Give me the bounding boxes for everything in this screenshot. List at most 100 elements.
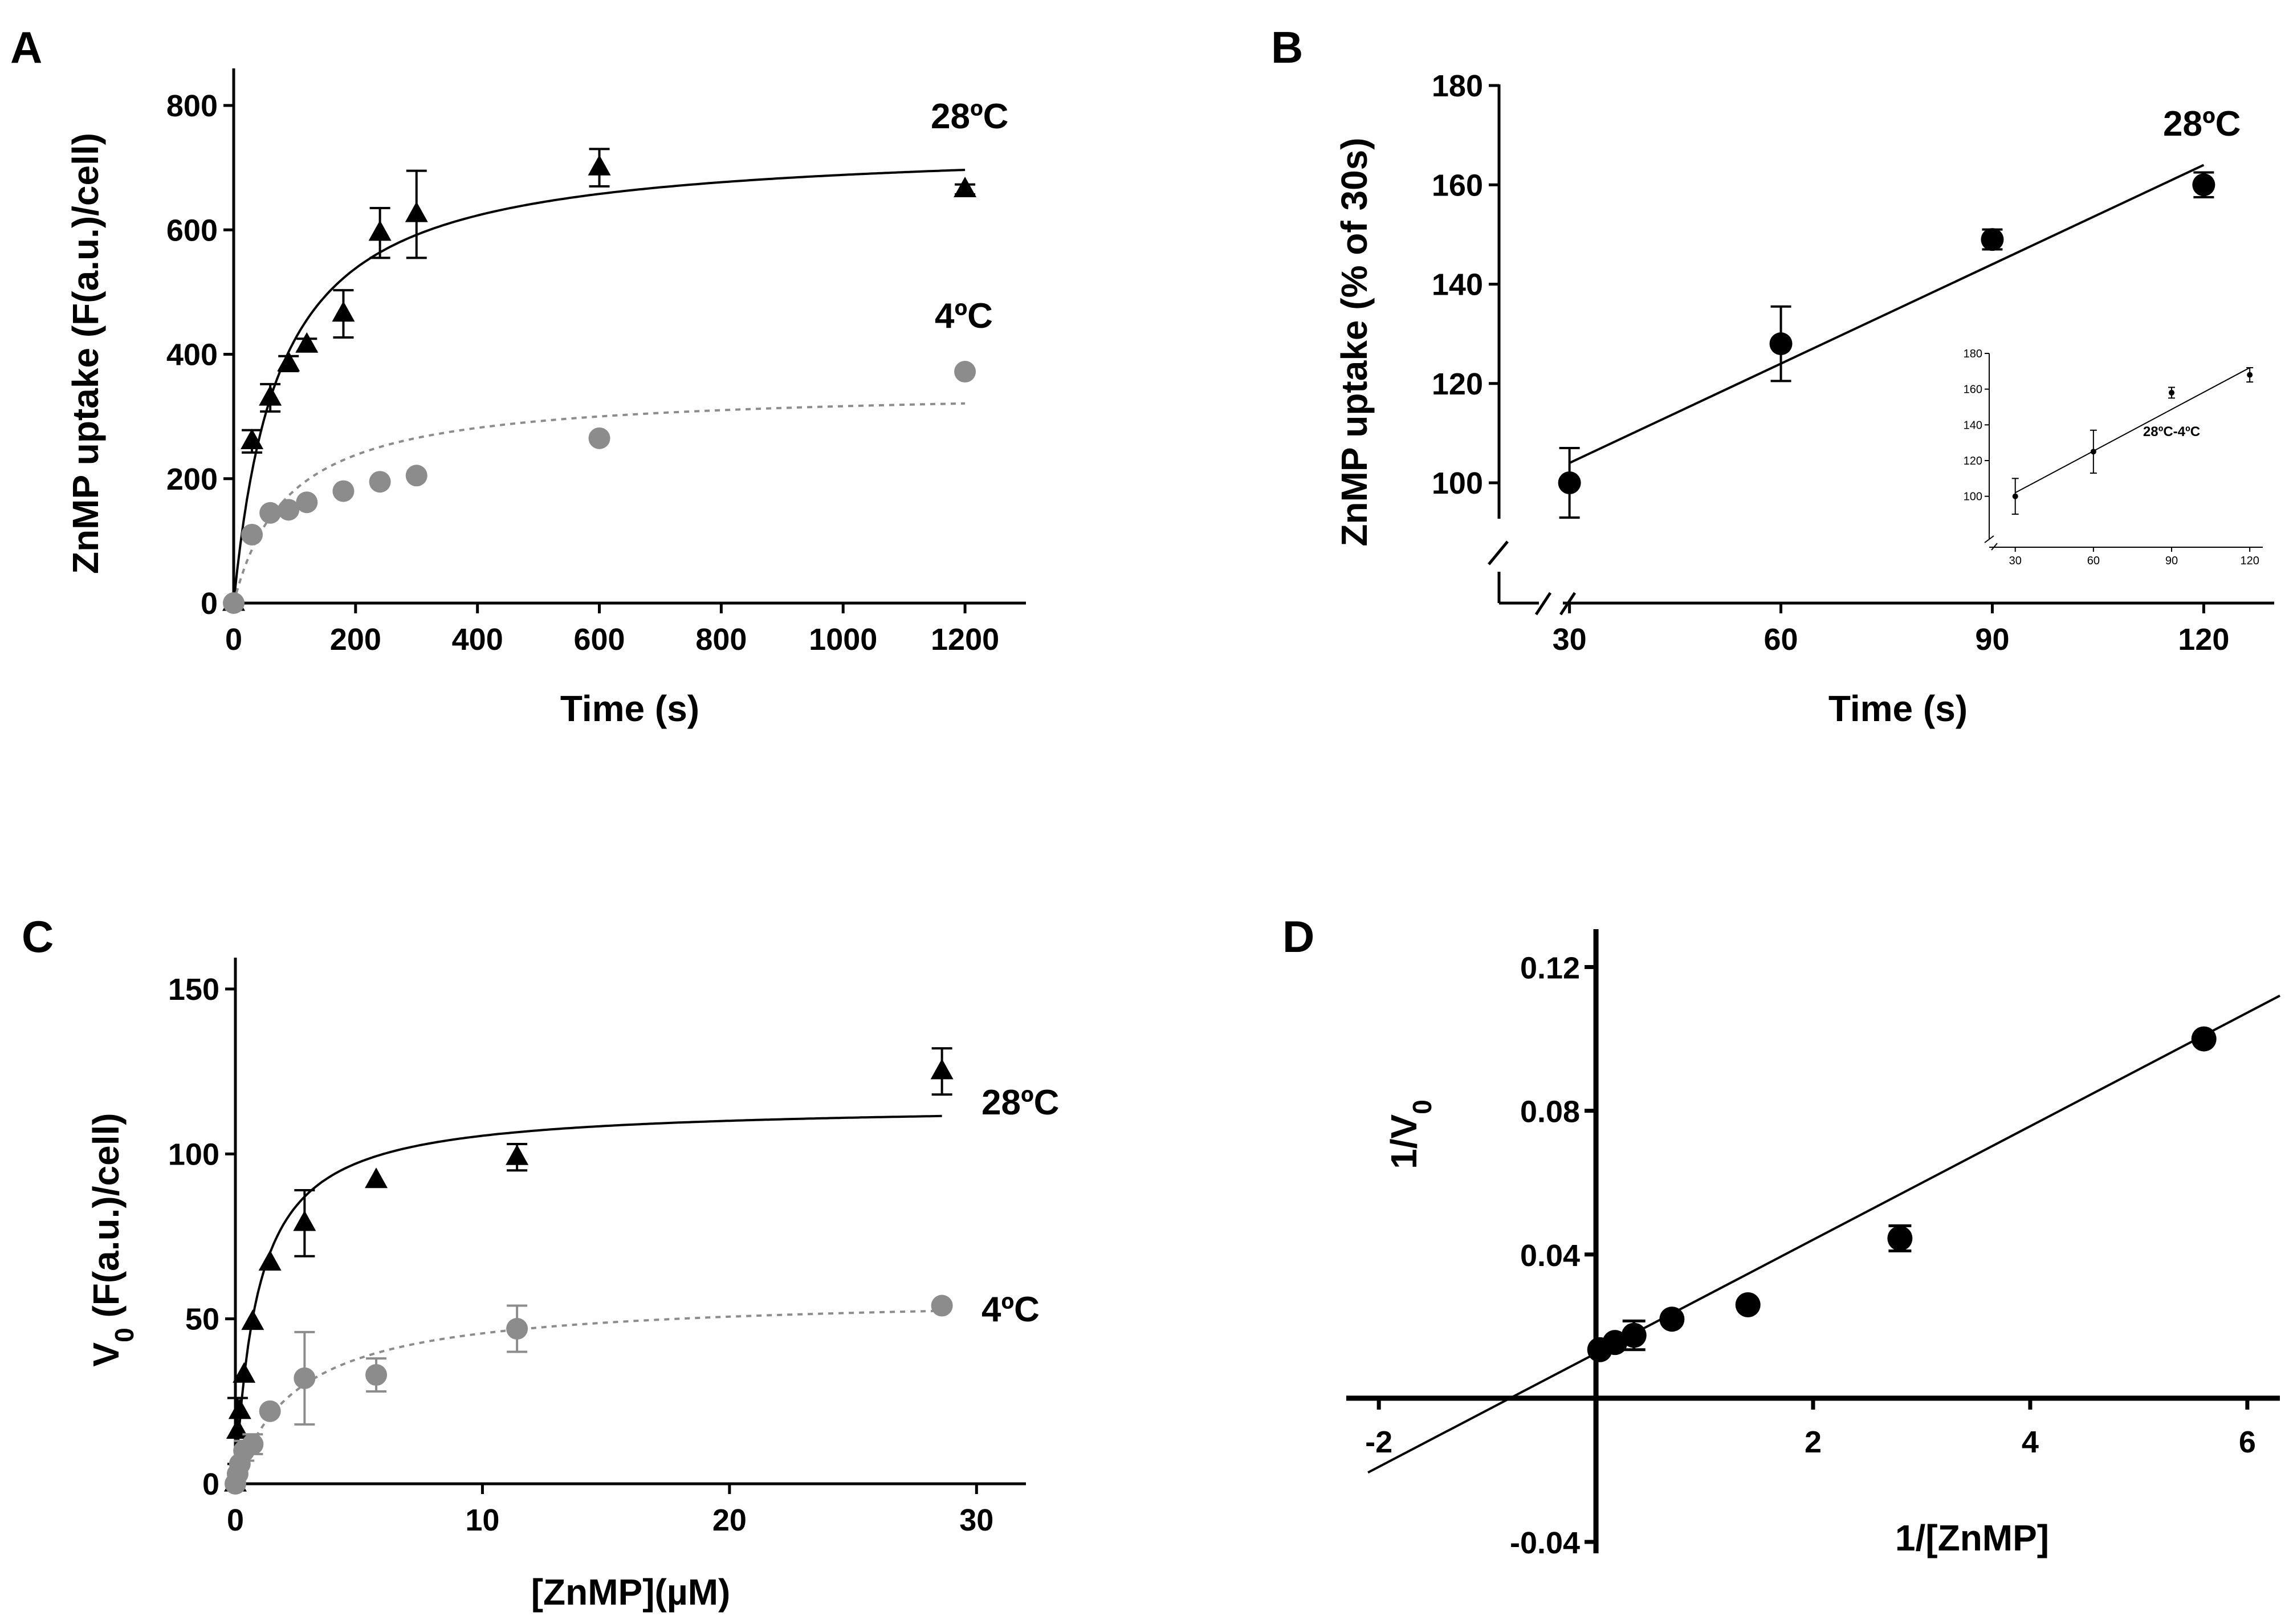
- a-s0-point-4: [295, 332, 319, 353]
- a-x-tick-label-0: 0: [225, 622, 242, 657]
- panel-letter-c: C: [22, 911, 54, 962]
- b-label-28c: 28ºC: [2163, 104, 2241, 144]
- a-s1-point-2: [259, 502, 282, 524]
- b-inset-point-2: [2169, 389, 2174, 396]
- a-y-axis-title: ZnMP uptake (F(a.u.)/cell): [65, 133, 106, 574]
- a-label-4c: 4ºC: [935, 296, 993, 336]
- c-y-axis-title-part-1: 0: [109, 1328, 139, 1342]
- a-s0-point-5: [332, 301, 355, 322]
- d-y-axis-title-part-1: 0: [1407, 1100, 1437, 1114]
- b-inset-break-2: [1991, 543, 1998, 551]
- b-inset-point-3: [2247, 372, 2253, 378]
- d-y-tick-label-0: -0.04: [1510, 1526, 1580, 1560]
- panel-letter-a: A: [10, 22, 42, 72]
- panel-letter-b: B: [1271, 22, 1303, 72]
- b-inset-label: 28ºC-4ºC: [2143, 424, 2200, 439]
- c-x-tick-label-0: 0: [227, 1503, 244, 1537]
- b-y-tick-label-2: 140: [1432, 268, 1483, 302]
- a-s1-point-3: [278, 499, 300, 521]
- b-inset-x-tick-label-1: 60: [2087, 555, 2100, 567]
- a-s1-point-7: [405, 465, 427, 487]
- c-s0-point-6: [293, 1210, 316, 1231]
- d-y-axis-title-part-0: 1/V: [1383, 1114, 1424, 1169]
- c-y-axis-title: V0 (F(a.u.)/cell): [85, 1113, 139, 1366]
- c-x-axis-title: [ZnMP](µM): [531, 1572, 731, 1613]
- b-x-tick-label-3: 120: [2178, 622, 2229, 657]
- d-point-6: [2191, 1026, 2217, 1052]
- panel-letter-d: D: [1282, 911, 1314, 962]
- b-inset-point-1: [2090, 449, 2096, 455]
- a-fit-line-0: [233, 169, 966, 604]
- b-point-0: [1558, 471, 1581, 494]
- a-x-tick-label-2: 400: [452, 622, 503, 657]
- a-x-axis-title: Time (s): [560, 688, 699, 729]
- d-point-5: [1887, 1226, 1913, 1251]
- b-inset-y-tick-label-2: 140: [1964, 419, 1982, 432]
- d-y-tick-label-2: 0.08: [1520, 1095, 1580, 1129]
- a-y-tick-label-1: 200: [166, 462, 218, 496]
- a-y-tick-label-4: 800: [166, 89, 218, 123]
- d-y-tick-label-3: 0.12: [1520, 951, 1580, 986]
- panel-b-chart: 30 60 90 120 100 120 140 160 180 Time (s) ZnMP upt…: [1334, 69, 2274, 729]
- c-y-tick-label-2: 100: [168, 1137, 219, 1171]
- c-s0-point-9: [930, 1059, 954, 1080]
- b-y-axis-title: ZnMP uptake (% of 30s): [1334, 137, 1375, 546]
- b-y-axis-title-part-0: ZnMP uptake (% of 30s): [1334, 137, 1375, 546]
- b-inset-y-tick-label-3: 160: [1964, 384, 1982, 396]
- a-y-tick-label-0: 0: [201, 587, 218, 621]
- a-x-tick-label-4: 800: [695, 622, 747, 657]
- a-y-tick-label-3: 600: [166, 213, 218, 247]
- a-s0-point-7: [405, 201, 428, 222]
- a-s1-point-0: [223, 592, 245, 614]
- c-s1-point-8: [506, 1318, 528, 1340]
- a-s1-point-8: [588, 427, 610, 449]
- b-x-break-mark-1: [1534, 592, 1552, 616]
- b-inset-fit-line: [2015, 367, 2250, 494]
- c-s0-point-3: [233, 1362, 256, 1383]
- panel-d-chart: -0.04 0.04 0.08 0.12 -2 2 4 6 1/[ZnMP] 1/V0: [1346, 929, 2280, 1560]
- c-fit-line-1: [234, 1309, 942, 1484]
- d-x-axis-title: 1/[ZnMP]: [1895, 1517, 2049, 1558]
- c-s0-point-4: [241, 1309, 264, 1330]
- a-s1-point-4: [296, 491, 318, 514]
- c-x-tick-label-2: 20: [712, 1503, 747, 1537]
- a-s1-point-9: [954, 361, 976, 383]
- c-s0-point-5: [258, 1249, 282, 1271]
- c-s0-point-8: [506, 1144, 529, 1165]
- b-y-tick-label-1: 120: [1432, 367, 1483, 401]
- b-y-tick-label-0: 100: [1432, 466, 1483, 500]
- d-y-axis-title: 1/V0: [1383, 1100, 1437, 1169]
- b-inset-y-tick-label-0: 100: [1964, 491, 1982, 503]
- d-x-tick-label-1: 2: [1805, 1425, 1822, 1459]
- d-x-tick-label-2: 4: [2022, 1425, 2039, 1459]
- d-x-tick-label-0: -2: [1365, 1425, 1392, 1459]
- b-fit-line: [1569, 164, 2205, 464]
- c-x-tick-label-1: 10: [465, 1503, 499, 1537]
- b-x-tick-label-1: 60: [1764, 622, 1798, 657]
- c-s1-point-6: [294, 1367, 316, 1389]
- a-y-tick-label-2: 400: [166, 338, 218, 372]
- a-s1-point-1: [241, 523, 263, 546]
- c-label-28c: 28ºC: [981, 1083, 1059, 1122]
- a-x-tick-label-1: 200: [330, 622, 381, 657]
- a-x-tick-label-5: 1000: [809, 622, 877, 657]
- b-inset: 100 120 140 160 180 30 60 90 120 28ºC-4ºC: [1964, 348, 2263, 567]
- c-s1-point-9: [931, 1295, 953, 1317]
- a-label-28c: 28ºC: [931, 97, 1008, 136]
- b-inset-y-tick-label-4: 180: [1964, 348, 1982, 360]
- a-s1-point-6: [369, 471, 391, 493]
- b-inset-break-1: [1984, 535, 1994, 543]
- b-inset-x-tick-label-3: 120: [2240, 555, 2259, 567]
- b-inset-y-tick-label-1: 120: [1964, 455, 1982, 467]
- c-y-tick-label-0: 0: [202, 1467, 219, 1501]
- c-s0-point-7: [365, 1167, 388, 1189]
- b-point-3: [2192, 173, 2215, 197]
- d-point-3: [1659, 1306, 1685, 1332]
- c-s1-point-7: [365, 1364, 388, 1386]
- c-s1-point-4: [242, 1433, 264, 1455]
- b-inset-point-0: [2012, 493, 2018, 499]
- a-x-tick-label-6: 1200: [931, 622, 999, 657]
- b-inset-x-tick-label-2: 90: [2165, 555, 2178, 567]
